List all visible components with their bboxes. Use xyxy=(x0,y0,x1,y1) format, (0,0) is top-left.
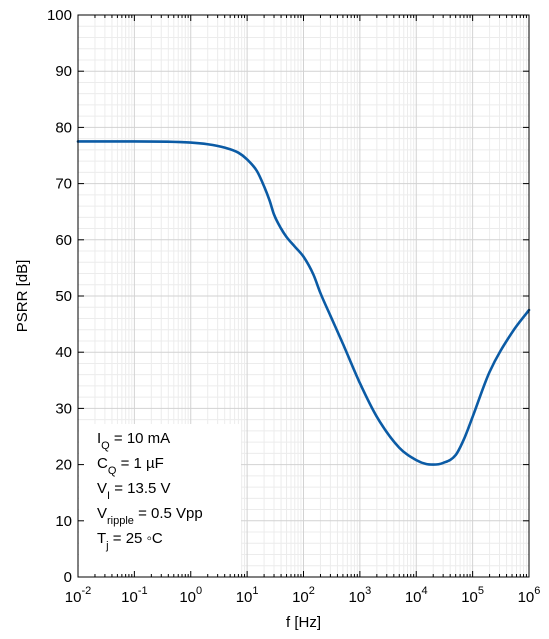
x-tick-label: 103 xyxy=(348,585,371,606)
y-tick-label: 40 xyxy=(55,344,72,361)
annotation-line: IQ = 10 mA xyxy=(97,430,170,452)
annotation-box: IQ = 10 mA CQ = 1 µF VI = 13.5 V Vripple = … xyxy=(79,424,241,576)
y-tick-label: 50 xyxy=(55,288,72,305)
y-tick-label: 60 xyxy=(55,232,72,249)
annotation-line: Tj = 25 ◦C xyxy=(97,530,163,552)
x-tick-label: 101 xyxy=(236,585,259,606)
x-axis-label: f [Hz] xyxy=(286,614,321,631)
x-tick-label: 104 xyxy=(405,585,428,606)
y-tick-label: 80 xyxy=(55,119,72,136)
x-tick-label: 100 xyxy=(179,585,202,606)
y-tick-label: 0 xyxy=(64,569,72,586)
y-tick-label: 90 xyxy=(55,63,72,80)
annotation-line: CQ = 1 µF xyxy=(97,455,164,477)
y-axis-label: PSRR [dB] xyxy=(14,260,31,333)
series-layer xyxy=(76,140,531,466)
x-tick-label: 106 xyxy=(518,585,541,606)
annotation-line: Vripple = 0.5 Vpp xyxy=(97,505,203,527)
tick-labels: 0 10 20 30 40 50 60 70 80 90 100 10-2 10-1 100 101 102 1… xyxy=(47,7,540,606)
x-tick-label: 102 xyxy=(292,585,315,606)
y-tick-label: 100 xyxy=(47,7,72,24)
x-tick-label: 105 xyxy=(461,585,484,606)
psrr-series-line xyxy=(76,140,531,466)
y-tick-label: 30 xyxy=(55,400,72,417)
annotation-background xyxy=(79,424,241,576)
x-tick-label: 10-1 xyxy=(121,585,147,606)
y-tick-label: 10 xyxy=(55,513,72,530)
y-tick-label: 20 xyxy=(55,457,72,474)
ticks xyxy=(77,14,530,578)
y-tick-label: 70 xyxy=(55,176,72,193)
annotation-line: VI = 13.5 V xyxy=(97,480,171,502)
x-tick-label: 10-2 xyxy=(65,585,91,606)
